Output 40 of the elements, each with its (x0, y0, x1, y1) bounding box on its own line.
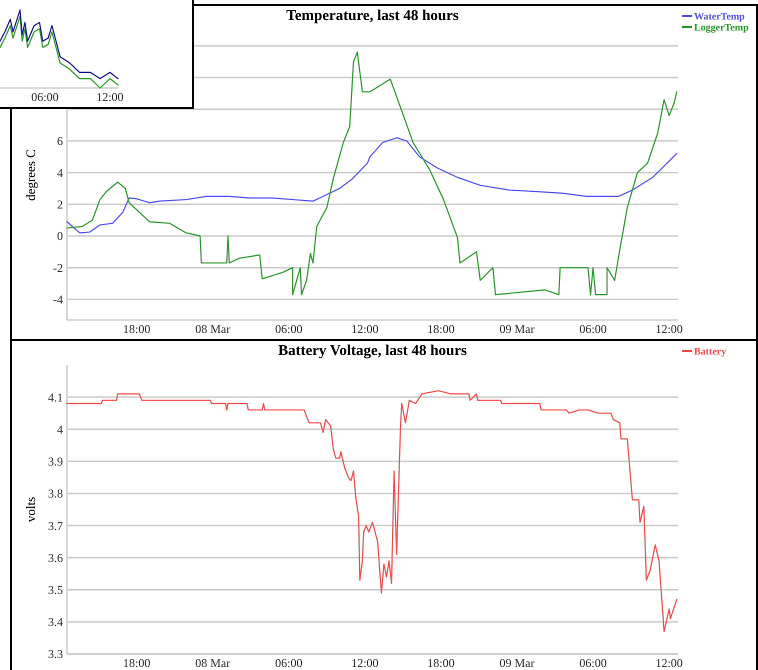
x-tick-label: 06:00 (579, 656, 607, 670)
y-tick-label: 3.6 (48, 550, 63, 565)
x-tick-label: 12:00 (96, 90, 124, 104)
legend-label: LoggerTemp (694, 22, 750, 34)
x-tick-label: 12:00 (655, 322, 683, 336)
y-tick-label: -2 (53, 260, 63, 275)
x-tick-label: 12:00 (351, 322, 379, 336)
y-tick-label: 0 (57, 229, 63, 244)
y-axis-title: volts (23, 496, 38, 522)
y-tick-label: 3.3 (48, 647, 63, 662)
chart-title: Battery Voltage, last 48 hours (278, 343, 468, 359)
x-tick-label: 12:00 (655, 656, 683, 670)
x-tick-label: 08 Mar (195, 322, 230, 336)
legend-label: WaterTemp (694, 12, 746, 22)
y-axis-title: degrees C (23, 149, 38, 201)
y-tick-label: 3.9 (48, 454, 63, 469)
y-tick-label: 3.4 (48, 615, 63, 630)
y-tick-label: 6 (57, 134, 63, 148)
x-tick-label: 06:00 (579, 322, 607, 336)
x-tick-label: 06:00 (275, 322, 303, 336)
chart-title: Temperature, last 48 hours (286, 8, 459, 24)
y-tick-label: 3.5 (48, 582, 63, 597)
y-tick-label: 3.7 (48, 518, 63, 533)
y-tick-label: 4.1 (48, 390, 63, 404)
x-tick-label: 18:00 (427, 322, 455, 336)
x-tick-label: 08 Mar (195, 656, 230, 670)
y-tick-label: 2 (57, 198, 63, 212)
x-tick-label: 18:00 (123, 656, 150, 670)
x-tick-label: 09 Mar (500, 656, 535, 670)
y-tick-label: -4 (53, 292, 63, 307)
x-tick-label: 12:00 (351, 656, 379, 670)
y-tick-label: 3.8 (48, 486, 63, 501)
y-tick-label: 4 (57, 422, 63, 436)
x-tick-label: 09 Mar (500, 322, 535, 336)
legend-label: Battery (694, 346, 726, 358)
x-tick-label: 06:00 (31, 90, 59, 104)
y-tick-label: 4 (57, 166, 63, 180)
x-tick-label: 18:00 (123, 322, 150, 336)
x-tick-label: 06:00 (275, 656, 303, 670)
x-tick-label: 18:00 (427, 656, 455, 670)
